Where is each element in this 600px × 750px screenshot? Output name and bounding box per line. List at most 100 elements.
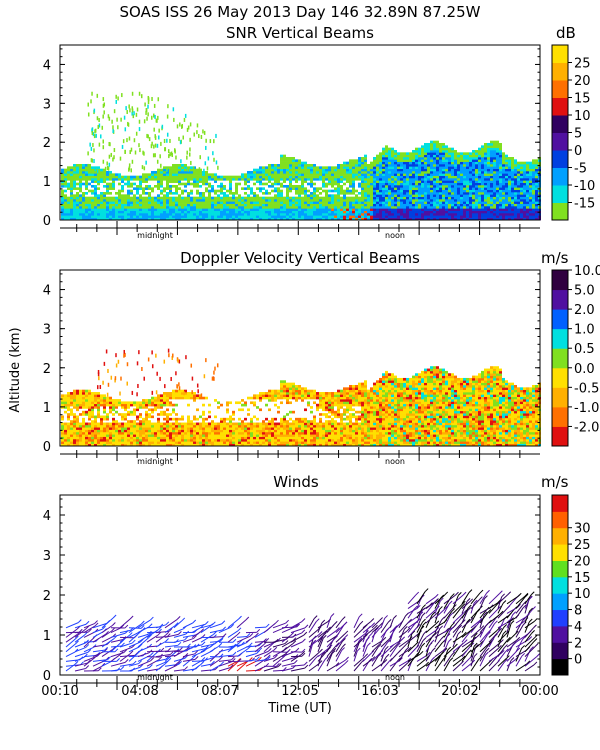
snr-cell <box>532 210 535 214</box>
snr-cell <box>382 154 385 158</box>
snr-cell <box>472 192 475 195</box>
snr-cell <box>421 161 424 165</box>
snr-cell <box>382 150 385 153</box>
snr-cell <box>430 180 433 183</box>
doppler-cell <box>73 420 76 423</box>
snr-cell <box>337 201 340 204</box>
snr-cell <box>409 199 412 202</box>
snr-cell <box>499 147 502 151</box>
snr-cell <box>253 192 256 195</box>
doppler-cell <box>184 436 187 440</box>
snr-cell <box>391 201 394 204</box>
snr-cell <box>442 171 445 174</box>
snr-cell <box>112 206 115 209</box>
snr-cell <box>406 217 409 221</box>
snr-cell <box>184 182 187 186</box>
doppler-cell <box>103 427 106 430</box>
snr-cell <box>523 199 526 202</box>
doppler-cell <box>151 422 154 426</box>
snr-cell <box>442 178 445 181</box>
snr-cell <box>442 189 445 193</box>
doppler-cell <box>202 441 205 444</box>
snr-cell <box>136 175 139 179</box>
snr-cell <box>427 150 430 153</box>
snr-cell <box>358 208 361 211</box>
snr-cell <box>187 196 190 200</box>
snr-cell <box>448 217 451 221</box>
snr-cell <box>82 203 85 207</box>
snr-cell <box>373 185 376 188</box>
snr-cell <box>88 201 91 204</box>
snr-cell <box>355 189 358 193</box>
snr-cell <box>490 164 493 167</box>
snr-cell <box>211 213 214 216</box>
snr-cell <box>352 213 355 216</box>
snr-cell <box>442 180 445 183</box>
snr-cell <box>265 196 268 200</box>
snr-cell <box>505 210 508 214</box>
snr-cell <box>334 189 337 193</box>
snr-cell <box>418 157 421 160</box>
snr-cell <box>316 178 319 181</box>
colorbar-swatch <box>552 185 568 203</box>
doppler-cell <box>220 434 223 437</box>
snr-cell <box>430 185 433 188</box>
snr-cell <box>334 196 337 200</box>
snr-cell <box>427 192 430 195</box>
snr-cell <box>523 201 526 204</box>
doppler-cell <box>157 401 160 405</box>
snr-cell <box>340 192 343 195</box>
snr-cell <box>349 203 352 207</box>
doppler-cell <box>136 417 139 421</box>
doppler-cell <box>139 427 142 430</box>
snr-cell <box>418 152 421 155</box>
snr-cell <box>358 213 361 216</box>
snr-cell <box>454 173 457 176</box>
snr-cell <box>241 206 244 209</box>
snr-cell <box>493 201 496 204</box>
snr-cell <box>223 194 226 197</box>
snr-cell <box>190 166 193 169</box>
snr-cell <box>394 168 397 172</box>
snr-cell <box>469 157 472 160</box>
doppler-cell <box>82 431 85 435</box>
snr-cell <box>403 171 406 174</box>
snr-cell <box>247 203 250 207</box>
snr-cell <box>433 173 436 176</box>
snr-cell <box>460 187 463 190</box>
snr-speck <box>189 152 191 157</box>
snr-cell <box>70 178 73 181</box>
doppler-cell <box>142 434 145 437</box>
snr-cell <box>535 166 538 169</box>
snr-cell <box>100 199 103 202</box>
snr-cell <box>121 196 124 200</box>
snr-cell <box>376 185 379 188</box>
snr-cell <box>397 201 400 204</box>
snr-cell <box>391 206 394 209</box>
snr-cell <box>82 178 85 181</box>
snr-speck <box>138 143 140 148</box>
doppler-cell <box>178 438 181 442</box>
snr-cell <box>418 150 421 153</box>
snr-cell <box>481 168 484 172</box>
snr-cell <box>490 154 493 158</box>
doppler-cell <box>157 399 160 402</box>
doppler-cell <box>82 401 85 405</box>
snr-cell <box>502 173 505 176</box>
snr-cell <box>70 215 73 218</box>
doppler-cell <box>139 413 142 416</box>
snr-cell <box>337 180 340 183</box>
snr-cell <box>520 180 523 183</box>
snr-cell <box>493 213 496 216</box>
snr-cell <box>142 196 145 200</box>
snr-cell <box>82 199 85 202</box>
doppler-cell <box>103 401 106 405</box>
doppler-cell <box>76 420 79 423</box>
snr-cell <box>130 189 133 193</box>
doppler-cell <box>79 438 82 442</box>
snr-cell <box>316 215 319 218</box>
snr-cell <box>316 203 319 207</box>
snr-cell <box>409 154 412 158</box>
snr-cell <box>466 194 469 197</box>
snr-cell <box>448 199 451 202</box>
